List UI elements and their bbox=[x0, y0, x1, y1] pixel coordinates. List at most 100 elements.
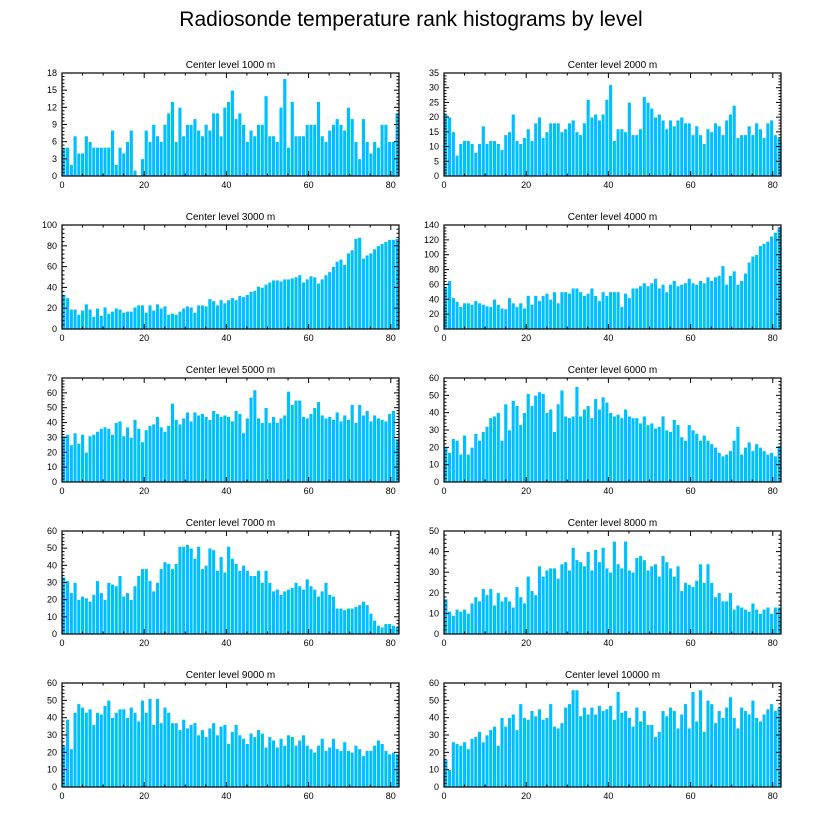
bar bbox=[166, 112, 171, 177]
bar bbox=[364, 141, 370, 177]
bar bbox=[728, 275, 733, 330]
bar bbox=[582, 122, 587, 177]
panel-title: Center level 9000 m bbox=[186, 670, 276, 681]
bar bbox=[110, 311, 115, 330]
bar bbox=[514, 405, 520, 483]
bar bbox=[559, 563, 565, 635]
bar bbox=[548, 703, 553, 788]
bar bbox=[612, 140, 617, 177]
y-tick-label: 15 bbox=[47, 85, 57, 95]
panel-title: Center level 3000 m bbox=[186, 212, 276, 223]
x-tick-label: 20 bbox=[139, 791, 149, 801]
bar bbox=[657, 576, 662, 635]
bar bbox=[537, 391, 542, 483]
bar bbox=[664, 561, 669, 635]
bar bbox=[589, 116, 595, 177]
bar bbox=[473, 300, 479, 330]
bar bbox=[271, 416, 276, 483]
y-tick-label: 10 bbox=[47, 612, 57, 622]
bar bbox=[765, 606, 771, 635]
x-tick-label: 20 bbox=[521, 486, 531, 496]
bar bbox=[110, 434, 115, 483]
x-tick-label: 0 bbox=[441, 333, 446, 343]
bar bbox=[218, 135, 224, 177]
x-tick-label: 80 bbox=[386, 486, 396, 496]
bar bbox=[687, 727, 692, 788]
bar bbox=[84, 597, 89, 635]
bar bbox=[383, 124, 389, 177]
bar bbox=[323, 750, 329, 788]
bar bbox=[335, 607, 340, 635]
bar bbox=[151, 724, 156, 788]
bar bbox=[627, 717, 632, 788]
bar bbox=[260, 287, 265, 330]
bar bbox=[447, 611, 452, 635]
bar bbox=[593, 295, 598, 330]
bar bbox=[230, 89, 235, 177]
bar bbox=[600, 710, 606, 788]
x-tick-label: 80 bbox=[768, 486, 778, 496]
bar bbox=[454, 301, 460, 330]
bar bbox=[645, 102, 651, 177]
bar bbox=[623, 540, 628, 635]
bar bbox=[215, 112, 220, 177]
bar bbox=[503, 308, 508, 330]
bar bbox=[507, 600, 512, 635]
bar bbox=[91, 147, 97, 177]
bar bbox=[342, 129, 347, 177]
bar bbox=[750, 134, 756, 177]
bar bbox=[687, 424, 692, 483]
bar bbox=[233, 299, 239, 330]
bar bbox=[503, 403, 508, 483]
bar bbox=[507, 717, 512, 788]
bar bbox=[241, 432, 246, 483]
bar bbox=[533, 715, 538, 788]
bar bbox=[645, 569, 651, 635]
bar bbox=[331, 124, 336, 177]
bar bbox=[364, 410, 370, 483]
bar bbox=[585, 551, 591, 635]
bar bbox=[338, 750, 344, 788]
bar bbox=[552, 726, 557, 788]
y-tick-label: 50 bbox=[429, 390, 439, 400]
bar bbox=[709, 280, 714, 330]
bar bbox=[481, 431, 486, 483]
bar bbox=[267, 422, 272, 483]
bar bbox=[181, 307, 186, 330]
bar bbox=[754, 608, 759, 635]
bar bbox=[320, 738, 325, 788]
bar bbox=[469, 304, 475, 330]
bar bbox=[211, 300, 216, 330]
bar bbox=[76, 152, 82, 177]
bar bbox=[99, 147, 104, 177]
bar bbox=[327, 129, 332, 177]
bar bbox=[758, 613, 763, 635]
bar bbox=[649, 422, 654, 483]
bar bbox=[709, 443, 714, 483]
bar bbox=[567, 122, 572, 177]
bar bbox=[645, 424, 651, 483]
bar bbox=[544, 131, 550, 177]
bar bbox=[353, 745, 359, 788]
bar bbox=[350, 752, 355, 788]
bar bbox=[102, 306, 108, 330]
chart-panel-3: Center level 3000 m 0 20 40 60 80 100 0 20 40 60 80 bbox=[42, 212, 400, 343]
bar bbox=[705, 563, 711, 635]
bar bbox=[713, 722, 718, 788]
bar bbox=[177, 423, 183, 483]
bar bbox=[136, 428, 141, 483]
bar bbox=[619, 417, 625, 483]
bar bbox=[698, 689, 703, 788]
y-tick-label: 0 bbox=[434, 629, 439, 639]
bar bbox=[702, 143, 707, 177]
bar bbox=[477, 731, 482, 788]
bar bbox=[177, 729, 183, 788]
y-tick-label: 0 bbox=[52, 477, 57, 487]
bar bbox=[571, 547, 576, 635]
bar bbox=[376, 147, 381, 177]
bar bbox=[589, 287, 595, 330]
bar bbox=[694, 580, 699, 635]
bar bbox=[271, 135, 276, 177]
y-tick-label: 25 bbox=[429, 97, 439, 107]
panel-title: Center level 2000 m bbox=[568, 60, 658, 71]
